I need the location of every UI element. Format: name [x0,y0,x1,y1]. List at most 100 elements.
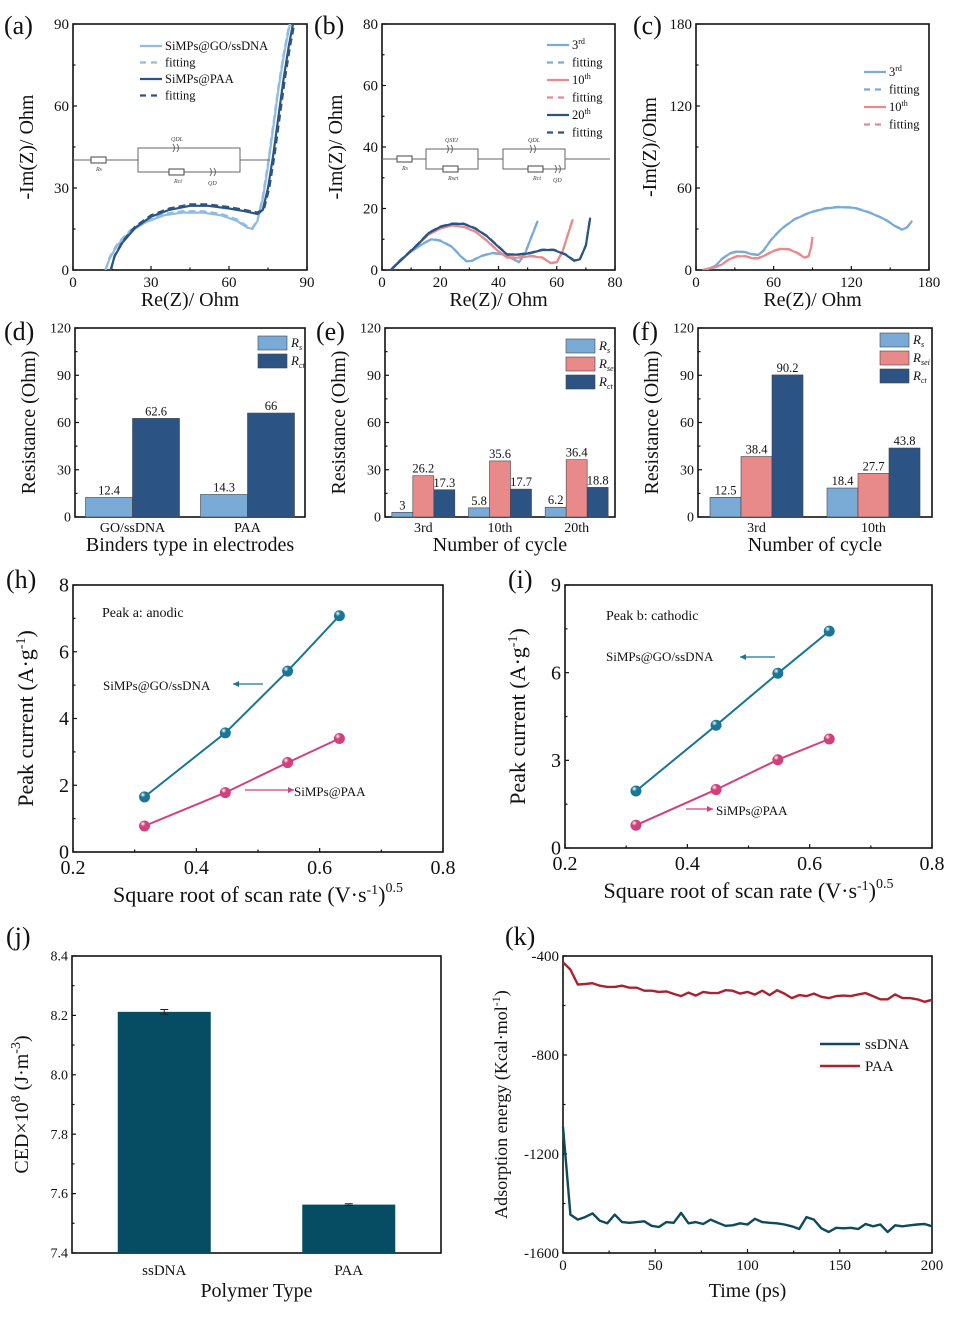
bar-r-s [85,497,133,518]
series-line-fitting [109,24,296,270]
y-tick-label: 0 [64,511,71,526]
bar-value-label: 43.8 [894,434,916,448]
y-axis-label: Peak current (A·g-1) [13,630,38,807]
y-tick-label: 2 [59,775,69,797]
series-line-fitting [702,205,914,270]
error-bar [344,1203,353,1206]
bar-value-label: 18.4 [832,474,855,488]
x-axis-label: Re(Z)/ Ohm [763,289,862,311]
legend-label: SiMPs@GO/ssDNA [165,39,268,53]
x-tick-label: 0.6 [307,857,332,879]
y-tick-label: 20 [363,201,378,217]
circuit-label: Rsei [447,176,459,182]
fit-line-1 [635,738,830,827]
legend-swatch [257,353,288,369]
arrow-head-icon [740,654,746,660]
bar-r-ct [247,412,295,518]
circuit-resistor [396,155,413,163]
x-tick-label: 0 [559,1258,567,1274]
y-tick-label: 60 [57,416,71,431]
bar-r-sei [740,456,773,518]
bar-value-label: 36.4 [566,446,589,460]
y-tick-label: 40 [363,140,378,156]
bar-r-ct [433,489,456,518]
y-tick-label: 30 [680,463,694,478]
y-tick-label: 90 [57,369,71,384]
circuit-label: Rs [401,166,409,172]
bar-value-label: 62.6 [145,404,167,418]
x-tick-label: 40 [491,275,506,291]
x-tick-label: 200 [921,1258,944,1274]
y-tick-label: 7.6 [51,1187,69,1202]
data-point [823,733,835,745]
x-tick-label: 0.4 [184,857,209,879]
y-tick-label: 6 [551,662,561,684]
legend-label: SiMPs@PAA [165,72,234,86]
bar-r-sei [489,460,511,518]
data-point [710,719,722,731]
data-point [823,625,835,637]
y-tick-label: 120 [673,322,694,337]
x-tick-label: 60 [222,275,237,291]
legend-label: Rs [912,332,924,349]
chart-panel-k: -1600 -1200 -800 -400 0 50 100 150 200 Time (ps) A… [489,949,943,1302]
bar-ssdna [117,1011,211,1253]
circuit-cpe [209,167,216,177]
bar-value-label: 6.2 [548,493,564,507]
bar-value-label: 18.8 [587,473,609,487]
bar-r-s [468,507,490,518]
circuit-cpe [446,144,453,154]
y-tick-label: 120 [50,322,71,337]
series-line-ssdna [561,1126,933,1234]
y-axis-label: -Im(Z)/ Ohm [325,94,347,199]
series-line-simps-paa [109,24,295,270]
legend-label: fitting [165,56,196,70]
x-tick-label: 20th [564,521,589,536]
legend-swatch [565,374,596,390]
bar-value-label: 35.6 [489,447,511,461]
circuit-label: Rs [95,167,103,173]
y-tick-label: 60 [677,181,692,197]
chart-panel-j: 7.4 7.6 7.8 8.0 8.2 8.4 Polymer Type CED×108 (J… [9,950,442,1302]
y-tick-label: 8.2 [51,1009,69,1024]
equivalent-circuit-a: Rs QDL Rct QD [73,137,270,187]
plot-frame-h [72,584,444,853]
y-tick-label: 120 [360,322,381,337]
legend-label: fitting [889,118,920,132]
bar-r-sei [857,473,890,518]
bar-value-label: 17.7 [510,475,532,489]
bar-r-s [544,506,567,518]
x-tick-label: 90 [300,275,315,291]
y-tick-label: 30 [367,463,381,478]
data-point [333,610,345,622]
y-tick-label: 7.8 [51,1128,69,1143]
y-tick-label: 90 [54,17,69,33]
x-tick-label: 120 [840,275,863,291]
legend-label: PAA [865,1059,894,1075]
y-tick-label: 8 [59,575,69,597]
x-tick-label: 20 [433,275,448,291]
x-tick-label: 0.2 [553,853,578,875]
x-tick-label: PAA [234,521,262,536]
legend-swatch [879,332,910,348]
y-tick-label: 90 [680,369,694,384]
bar-r-sei [412,475,435,518]
x-tick-label: 80 [608,275,623,291]
chart-panel-i: 0 3 6 9 0.2 0.4 0.6 0.8 Square root of scan rate… [505,575,945,903]
x-tick-label: 0.8 [920,853,945,875]
y-tick-label: 6 [59,641,69,663]
data-point [139,791,151,803]
y-tick-label: 90 [367,369,381,384]
circuit-label: QD [553,178,562,184]
y-tick-label: 0 [371,263,379,279]
x-tick-label: 0.6 [797,853,822,875]
x-tick-label: 60 [766,275,781,291]
bar-value-label: 38.4 [746,443,769,457]
y-tick-label: 60 [54,99,69,115]
y-tick-label: 30 [54,181,69,197]
bar-r-ct [888,447,921,518]
data-point [333,733,345,745]
legend-label: fitting [572,91,603,105]
circuit-resistor [90,156,107,164]
series-line-fitting [702,236,814,270]
